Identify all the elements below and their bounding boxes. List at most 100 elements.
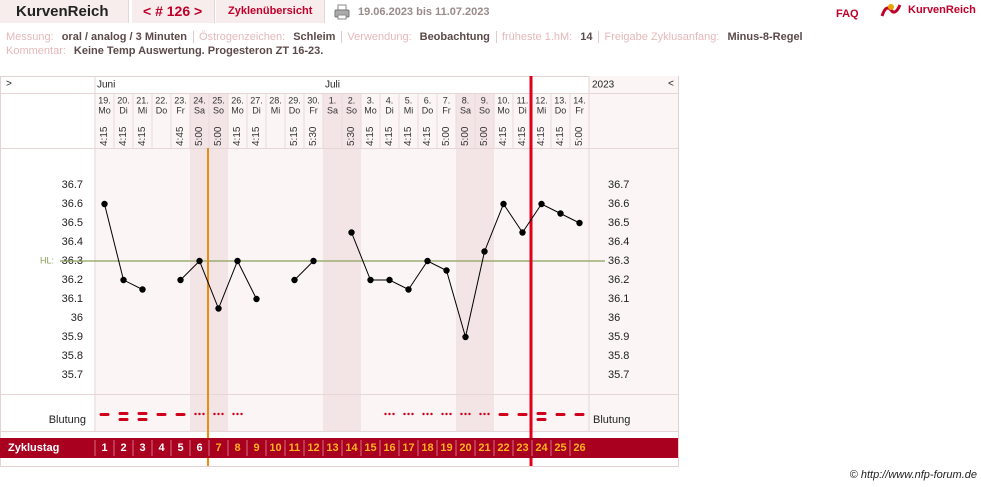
cycle-day: 17 xyxy=(402,442,414,454)
weekday-label: Fr xyxy=(575,105,584,115)
temperature-point xyxy=(177,276,184,284)
bleeding-dot xyxy=(221,412,224,416)
top-bar: KurvenReich < # 126 > Zyklenübersicht 19… xyxy=(0,0,981,24)
year-label: 2023 xyxy=(592,80,615,91)
weekday-label: Fr xyxy=(176,105,185,115)
bleeding-dot xyxy=(460,412,463,416)
date-label: 29. xyxy=(288,95,301,105)
faq-link[interactable]: FAQ xyxy=(836,8,859,20)
field-label: früheste 1.hM: xyxy=(495,31,573,43)
bleeding-dot xyxy=(392,412,395,416)
temperature-point xyxy=(234,257,241,265)
bleeding-dot xyxy=(487,412,490,416)
bleeding-dot xyxy=(240,412,243,416)
cycle-day: 1 xyxy=(101,442,107,454)
bleeding-dot xyxy=(198,412,201,416)
y-tick-label-right: 36.3 xyxy=(608,255,629,267)
bleeding-dot xyxy=(217,412,220,416)
comment-row: Kommentar: Keine Temp Auswertung. Progest… xyxy=(6,44,809,58)
bleeding-dot xyxy=(449,412,452,416)
time-label: 4:15 xyxy=(118,126,129,146)
weekday-label: So xyxy=(479,105,490,115)
cycle-day: 7 xyxy=(215,442,221,454)
bleeding-dot xyxy=(202,412,205,416)
cycle-day: 22 xyxy=(497,442,509,454)
y-tick-label: 35.9 xyxy=(62,331,83,343)
y-tick-label-right: 36.7 xyxy=(608,179,629,191)
date-label: 21. xyxy=(136,95,149,105)
bleeding-dash xyxy=(118,418,129,421)
temperature-point xyxy=(500,200,507,208)
field-value: Beobachtung xyxy=(419,31,490,43)
date-label: 25. xyxy=(212,95,225,105)
y-tick-label: 36.7 xyxy=(62,179,83,191)
temperature-point xyxy=(443,267,450,274)
date-label: 12. xyxy=(535,95,548,105)
field-value: Schleim xyxy=(293,31,336,43)
cycle-nav[interactable]: < # 126 > xyxy=(143,3,203,19)
nav-left: > xyxy=(6,79,12,90)
date-label: 26. xyxy=(231,95,244,105)
weekday-label: Sa xyxy=(460,105,471,115)
cycle-nav-box[interactable]: < # 126 > xyxy=(132,0,215,23)
y-tick-label-right: 36.5 xyxy=(608,217,629,229)
weekday-label: Mi xyxy=(271,105,281,115)
y-tick-label: 36.6 xyxy=(62,198,83,210)
field-label: Messung: xyxy=(6,31,54,43)
bleeding-dot xyxy=(194,412,197,416)
temperature-point xyxy=(310,257,317,265)
temperature-point xyxy=(576,219,583,227)
date-label: 11. xyxy=(517,95,529,105)
weekday-label: Do xyxy=(555,105,567,115)
bleeding-dot xyxy=(426,412,429,416)
temperature-point xyxy=(215,305,222,312)
weekday-label: Mi xyxy=(537,105,547,115)
footer-credit: © http://www.nfp-forum.de xyxy=(849,469,977,481)
date-label: 7. xyxy=(443,95,451,105)
time-label: 5:30 xyxy=(308,126,319,146)
date-label: 1. xyxy=(329,95,337,105)
field-label: Freigabe Zyklusanfang: xyxy=(598,31,720,43)
temperature-point xyxy=(519,229,526,236)
bleeding-dash xyxy=(118,412,129,415)
overview-tab-box[interactable]: Zyklenübersicht xyxy=(216,0,325,23)
info-panel: Messung: oral / analog / 3 Minuten Östroge… xyxy=(6,30,809,58)
time-label: 5:00 xyxy=(194,126,205,146)
weekday-label: Mo xyxy=(98,105,111,115)
temperature-point xyxy=(557,210,564,217)
y-tick-label: 36 xyxy=(71,312,83,324)
logo-text[interactable]: KurvenReich xyxy=(908,4,976,16)
temperature-point xyxy=(348,229,355,236)
cycle-day: 13 xyxy=(326,442,338,454)
date-label: 19. xyxy=(98,95,111,105)
time-label: 5:00 xyxy=(479,126,490,146)
overview-tab[interactable]: Zyklenübersicht xyxy=(228,5,313,17)
y-tick-label: 35.7 xyxy=(62,369,83,381)
weekday-label: Di xyxy=(119,105,128,115)
weekend-column xyxy=(323,93,342,431)
bleeding-dot xyxy=(430,412,433,416)
time-label: 4:15 xyxy=(365,126,376,146)
date-label: 9. xyxy=(481,95,489,105)
print-icon[interactable] xyxy=(334,4,350,20)
cycle-day: 11 xyxy=(289,442,301,454)
y-tick-label-right: 35.7 xyxy=(608,369,629,381)
app-title: KurvenReich xyxy=(16,3,109,20)
time-label: 4:15 xyxy=(251,126,262,146)
weekday-label: Di xyxy=(518,105,527,115)
y-tick-label-right: 36.6 xyxy=(608,198,629,210)
weekday-label: So xyxy=(346,105,357,115)
bleeding-dot xyxy=(384,412,387,416)
cycle-day: 10 xyxy=(269,442,281,454)
field-value: Minus-8-Regel xyxy=(727,31,803,43)
logo-icon xyxy=(880,4,902,17)
bleeding-dot xyxy=(479,412,482,416)
info-fields: Messung: oral / analog / 3 Minuten Östroge… xyxy=(6,30,809,44)
cycle-day: 6 xyxy=(196,442,202,454)
time-label: 5:00 xyxy=(574,126,585,146)
right-column-background xyxy=(589,76,678,431)
weekday-label: Mo xyxy=(497,105,510,115)
weekday-label: Di xyxy=(252,105,261,115)
date-label: 23. xyxy=(174,95,187,105)
